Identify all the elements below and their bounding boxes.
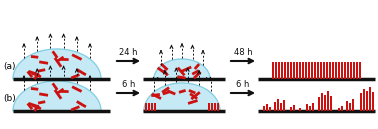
Bar <box>324 95 326 111</box>
Bar <box>266 104 268 111</box>
Bar <box>317 62 319 79</box>
Text: 6 h: 6 h <box>236 80 250 89</box>
Bar <box>360 93 362 111</box>
Bar <box>280 103 282 111</box>
Bar <box>330 96 332 111</box>
Bar <box>274 102 276 111</box>
Bar <box>347 62 349 79</box>
Bar <box>299 108 301 111</box>
Bar <box>372 92 374 111</box>
Bar <box>352 99 354 111</box>
Bar <box>309 106 311 111</box>
Bar <box>326 62 328 79</box>
Bar <box>366 91 368 111</box>
Bar <box>320 62 322 79</box>
Text: 6 h: 6 h <box>122 80 135 89</box>
Polygon shape <box>144 83 220 111</box>
Bar <box>338 62 340 79</box>
Bar <box>299 62 301 79</box>
Bar <box>290 107 292 111</box>
Bar <box>329 62 331 79</box>
Bar <box>312 103 314 111</box>
Bar <box>263 106 265 111</box>
Polygon shape <box>13 81 101 111</box>
Text: (a): (a) <box>3 62 15 71</box>
Bar <box>305 62 307 79</box>
Polygon shape <box>154 59 210 79</box>
Bar <box>275 62 277 79</box>
Bar <box>350 62 352 79</box>
Bar <box>151 103 153 111</box>
Bar <box>272 62 274 79</box>
Bar <box>293 62 295 79</box>
Bar <box>363 89 365 111</box>
Bar <box>306 104 308 111</box>
Bar <box>349 103 351 111</box>
Bar <box>341 62 343 79</box>
Bar <box>338 108 340 111</box>
Bar <box>346 101 348 111</box>
Bar <box>344 62 346 79</box>
Bar <box>214 103 216 111</box>
Bar <box>353 62 355 79</box>
Bar <box>284 62 286 79</box>
Bar <box>302 62 304 79</box>
Polygon shape <box>13 49 101 79</box>
Bar <box>332 62 334 79</box>
Bar <box>356 62 358 79</box>
Bar <box>296 62 298 79</box>
Bar <box>283 100 285 111</box>
Bar <box>211 103 213 111</box>
Bar <box>323 62 325 79</box>
Bar <box>278 62 280 79</box>
Bar <box>314 62 316 79</box>
Bar <box>359 62 361 79</box>
Bar <box>281 62 283 79</box>
Text: 24 h: 24 h <box>119 48 138 57</box>
Bar <box>318 97 320 111</box>
Bar <box>321 93 323 111</box>
Bar <box>148 103 150 111</box>
Text: (b): (b) <box>3 95 16 103</box>
Bar <box>217 103 219 111</box>
Bar <box>208 103 210 111</box>
Bar <box>145 103 147 111</box>
Bar <box>369 87 371 111</box>
Bar <box>335 62 337 79</box>
Bar <box>327 91 329 111</box>
Bar <box>311 62 313 79</box>
Bar <box>290 62 292 79</box>
Bar <box>154 103 156 111</box>
Bar <box>293 105 295 111</box>
Bar <box>269 107 271 111</box>
Bar <box>277 99 279 111</box>
Text: 48 h: 48 h <box>234 48 252 57</box>
Bar <box>287 62 289 79</box>
Bar <box>341 106 343 111</box>
Bar <box>308 62 310 79</box>
